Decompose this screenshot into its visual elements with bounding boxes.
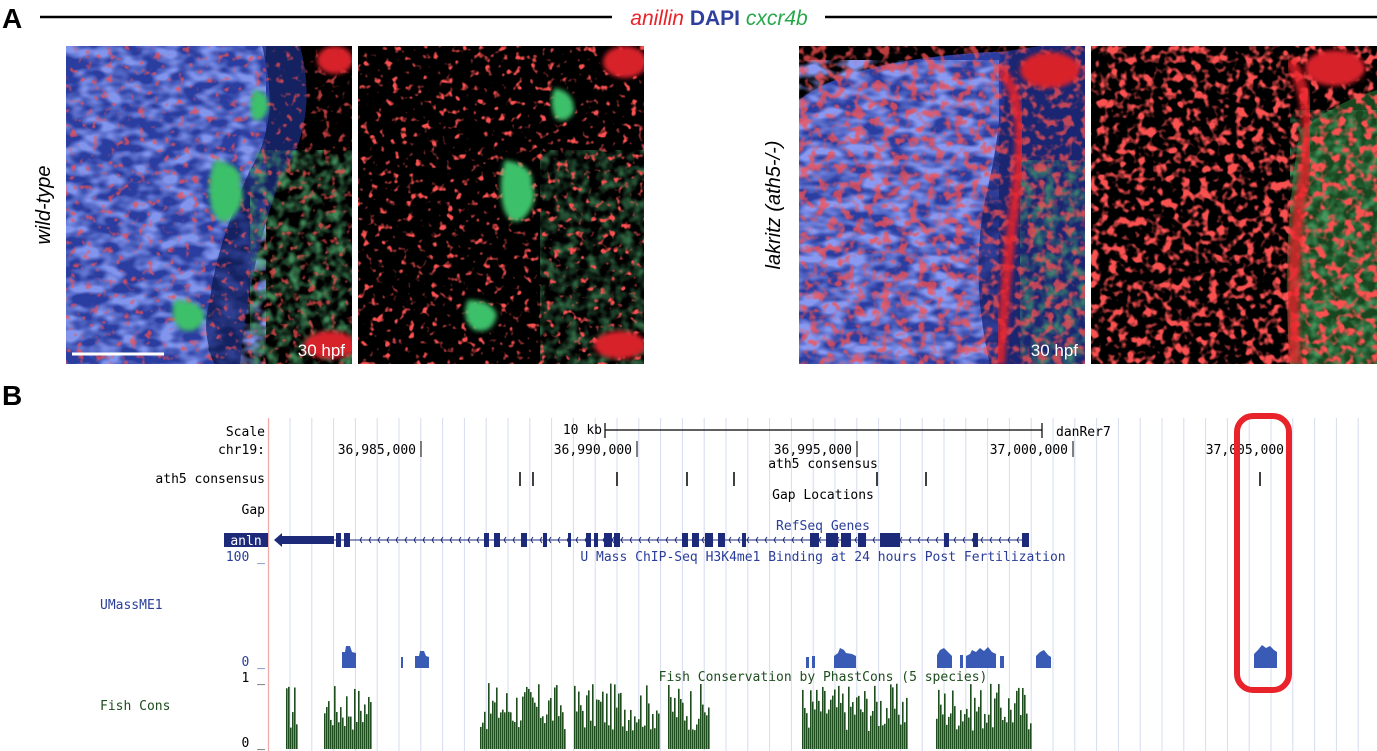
panel-a-letter: A: [2, 3, 22, 34]
ruler-position: 36,995,000: [774, 443, 852, 458]
gene-name: anln: [230, 534, 261, 549]
refseq-track-title: RefSeq Genes: [776, 519, 870, 534]
chip-peaks: [342, 645, 1277, 668]
channel-cxcr4b: cxcr4b: [746, 7, 808, 30]
ruler-position: 36,985,000: [338, 443, 416, 458]
chip-track-title: U Mass ChIP-Seq H3K4me1 Binding at 24 ho…: [580, 550, 1065, 565]
chip-axis-max: 100 _: [226, 550, 265, 565]
genome-browser: Scale 10 kb danRer7 chr19: 36,985,000 36…: [100, 413, 1359, 751]
row-label-lakritz: lakritz (ath5-/-): [763, 141, 785, 270]
gap-track-label: Gap: [242, 503, 266, 518]
panel-b: B Scale 10 kb danRer7 chr19: 36,985,000 …: [2, 380, 1359, 751]
ruler-position: 37,000,000: [990, 443, 1068, 458]
cons-track-label: Fish Cons: [100, 699, 170, 714]
scale-value: 10 kb: [563, 423, 602, 438]
row-label-wild-type: wild-type: [33, 166, 55, 245]
scale-label: Scale: [226, 425, 265, 440]
ruler-positions: 36,985,000 36,990,000 36,995,000 37,000,…: [338, 441, 1290, 458]
consensus-sites: [519, 472, 1261, 486]
channel-anillin: anillin: [630, 7, 684, 30]
ruler-position: 37,005,000: [1206, 443, 1284, 458]
micrograph-wildtype-anillin-cxcr4b: [358, 46, 644, 364]
cons-bars: [286, 683, 1032, 749]
gene-name-box: [224, 533, 268, 547]
micrograph-lakritz-anillin-cxcr4b: [1091, 46, 1377, 364]
highlight-box: [1234, 413, 1292, 693]
cons-axis-max: 1 _: [242, 671, 266, 686]
assembly-label: danRer7: [1056, 425, 1111, 440]
chrom-label: chr19:: [218, 443, 265, 458]
browser-grid-lines: [289, 418, 1359, 751]
consensus-track-title: ath5 consensus: [768, 457, 878, 472]
stage-label-2: 30 hpf: [1031, 341, 1079, 360]
stage-label-1: 30 hpf: [298, 341, 346, 360]
micrograph-wildtype-merge: 30 hpf: [66, 46, 352, 364]
chip-axis-min: 0 _: [242, 655, 266, 670]
panel-a: A anillin DAPI cxcr4b wild-type lakritz …: [2, 3, 1377, 364]
channel-dapi: DAPI: [690, 7, 740, 30]
micrograph-lakritz-merge: 30 hpf: [799, 46, 1085, 364]
gene-model: [274, 533, 1029, 547]
channel-header: anillin DAPI cxcr4b: [630, 7, 808, 30]
ruler-position: 36,990,000: [554, 443, 632, 458]
chip-track-label: UMassME1: [100, 598, 163, 613]
cons-track-title: Fish Conservation by PhastCons (5 specie…: [659, 670, 988, 685]
consensus-track-label: ath5 consensus: [155, 472, 265, 487]
cons-axis-min: 0 _: [242, 736, 266, 751]
panel-b-letter: B: [2, 380, 22, 411]
gap-track-title: Gap Locations: [772, 488, 874, 503]
